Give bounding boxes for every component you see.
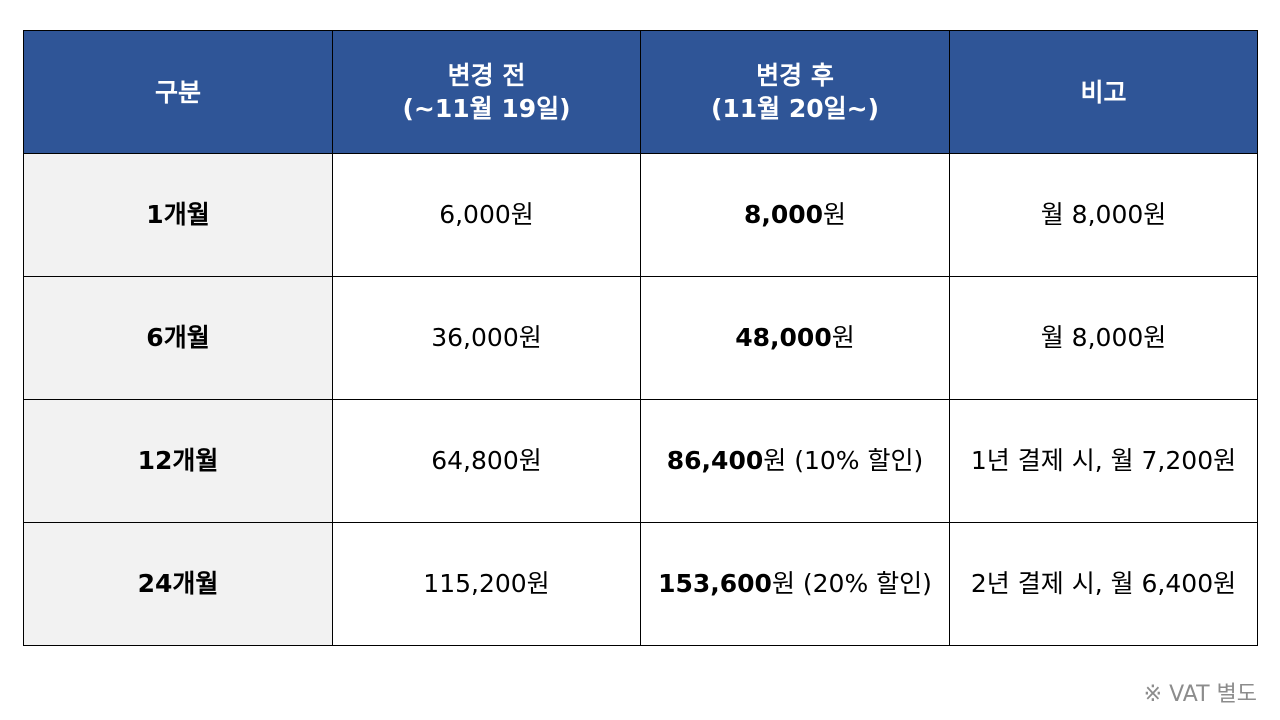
price-after-amount: 48,000	[735, 323, 832, 352]
remark: 월 8,000원	[949, 153, 1258, 277]
price-after-suffix: 원 (20% 할인)	[771, 569, 932, 598]
header-after: 변경 후 (11월 20일~)	[640, 30, 950, 154]
table-body: 1개월 6,000원 8,000원 월 8,000원 6개월 36,000원 4…	[23, 153, 1258, 646]
vat-footnote: ※ VAT 별도	[1143, 682, 1257, 707]
header-remarks: 비고	[949, 30, 1258, 154]
header-before-period: (~11월 19일)	[402, 94, 571, 123]
price-after: 86,400원 (10% 할인)	[640, 399, 950, 523]
price-before: 64,800원	[332, 399, 641, 523]
price-after-suffix: 원 (10% 할인)	[763, 446, 924, 475]
header-after-period: (11월 20일~)	[710, 94, 880, 123]
table-row: 24개월 115,200원 153,600원 (20% 할인) 2년 결제 시,…	[23, 522, 1258, 646]
row-label: 1개월	[23, 153, 333, 277]
price-before: 6,000원	[332, 153, 641, 277]
price-after-amount: 153,600	[658, 569, 772, 598]
price-before: 115,200원	[332, 522, 641, 646]
remark: 1년 결제 시, 월 7,200원	[949, 399, 1258, 523]
table-row: 1개월 6,000원 8,000원 월 8,000원	[23, 153, 1258, 277]
price-after-suffix: 원	[823, 200, 847, 229]
table-row: 12개월 64,800원 86,400원 (10% 할인) 1년 결제 시, 월…	[23, 399, 1258, 523]
price-after: 8,000원	[640, 153, 950, 277]
header-before: 변경 전 (~11월 19일)	[332, 30, 641, 154]
row-label: 24개월	[23, 522, 333, 646]
header-category: 구분	[23, 30, 333, 154]
price-after: 48,000원	[640, 276, 950, 400]
price-after-suffix: 원	[831, 323, 855, 352]
table-row: 6개월 36,000원 48,000원 월 8,000원	[23, 276, 1258, 400]
header-after-title: 변경 후	[756, 61, 834, 90]
header-row: 구분 변경 전 (~11월 19일) 변경 후 (11월 20일~) 비고	[23, 30, 1258, 154]
header-before-title: 변경 전	[447, 61, 526, 90]
price-before: 36,000원	[332, 276, 641, 400]
table-header: 구분 변경 전 (~11월 19일) 변경 후 (11월 20일~) 비고	[23, 30, 1258, 154]
price-after-amount: 8,000	[743, 200, 824, 229]
row-label: 12개월	[23, 399, 333, 523]
row-label: 6개월	[23, 276, 333, 400]
pricing-table: 구분 변경 전 (~11월 19일) 변경 후 (11월 20일~) 비고 1개…	[23, 30, 1258, 646]
remark: 2년 결제 시, 월 6,400원	[949, 522, 1258, 646]
price-after: 153,600원 (20% 할인)	[640, 522, 950, 646]
price-after-amount: 86,400	[666, 446, 764, 475]
remark: 월 8,000원	[949, 276, 1258, 400]
